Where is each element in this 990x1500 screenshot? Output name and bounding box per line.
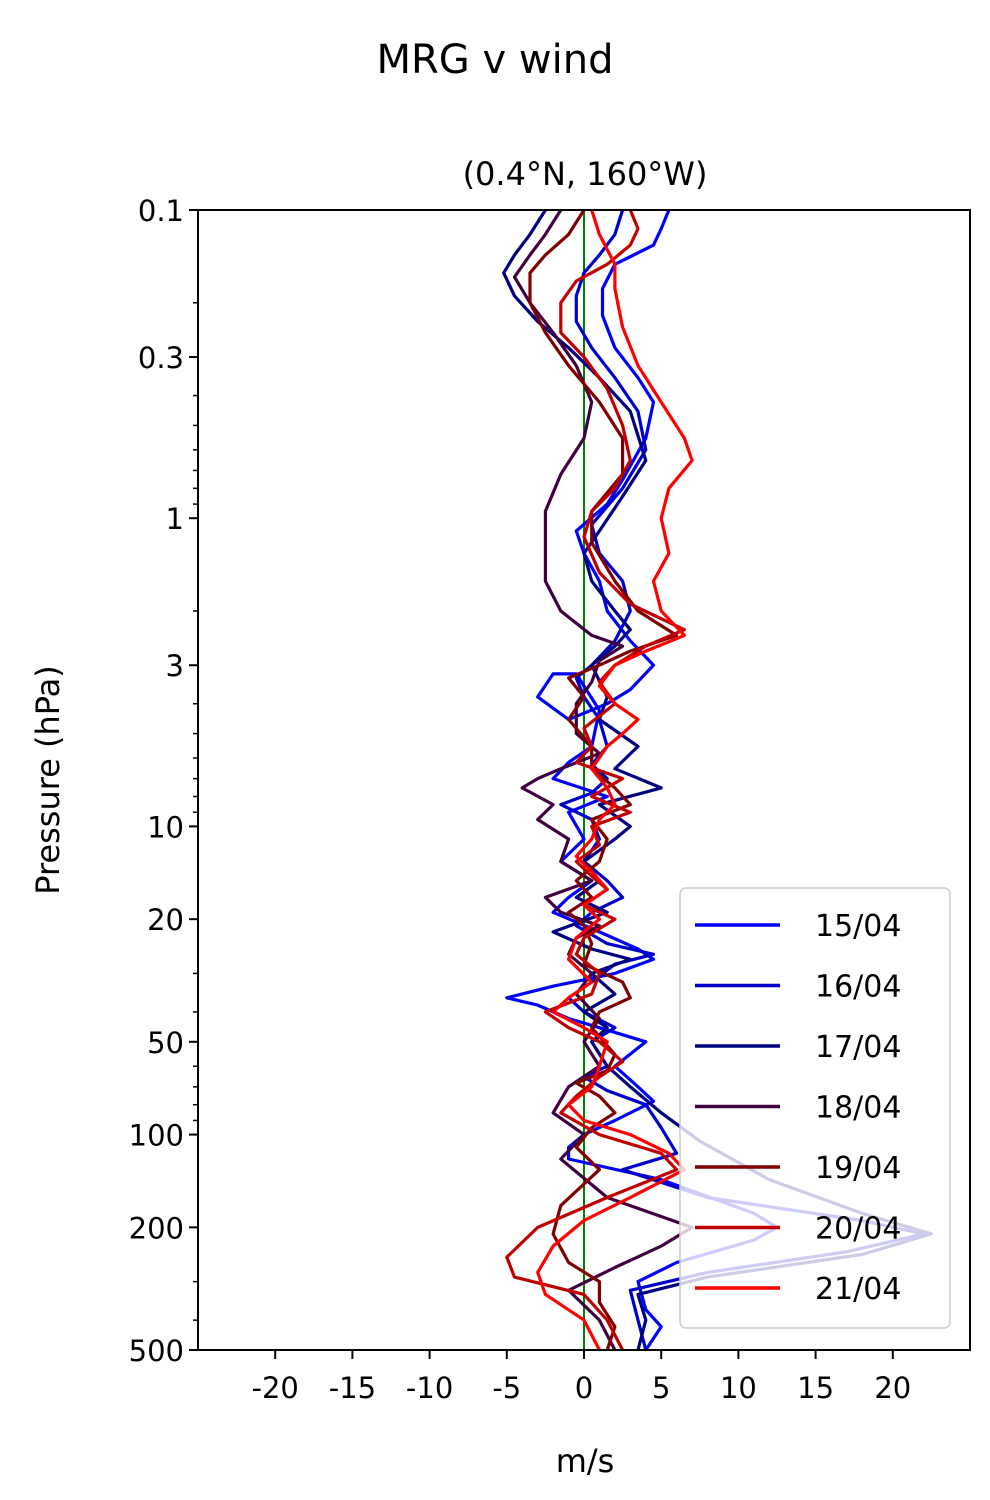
legend-label-5: 20/04: [815, 1212, 901, 1247]
y-tick-label: 3: [166, 649, 184, 683]
y-tick-label: 0.3: [138, 341, 184, 375]
legend-label-0: 15/04: [815, 909, 901, 944]
x-tick-label: -10: [406, 1371, 453, 1405]
series-layer: [502, 210, 933, 1350]
y-tick-label: 0.1: [138, 194, 184, 228]
x-axis-label: m/s: [556, 1442, 615, 1480]
chart-title: (0.4°N, 160°W): [463, 155, 708, 193]
legend-label-2: 17/04: [815, 1030, 901, 1065]
legend: 15/04 16/04 17/04 18/04 19/04 20/04 21/04: [679, 887, 951, 1329]
x-tick-label: -5: [492, 1371, 521, 1405]
y-tick-label: 500: [129, 1334, 184, 1368]
series-line-4: [528, 210, 679, 1350]
series-line-5: [505, 210, 686, 1350]
x-tick-label: 0: [575, 1371, 593, 1405]
legend-label-1: 16/04: [815, 970, 901, 1005]
suptitle: MRG v wind: [377, 37, 614, 83]
y-tick-label: 200: [129, 1211, 184, 1245]
x-tick-label: 10: [720, 1371, 757, 1405]
legend-label-6: 21/04: [815, 1272, 901, 1307]
legend-label-4: 19/04: [815, 1151, 901, 1186]
y-tick-label: 10: [147, 810, 184, 844]
series-line-6: [536, 210, 694, 1350]
x-tick-label: -15: [329, 1371, 376, 1405]
y-axis-label: Pressure (hPa): [29, 665, 67, 895]
legend-frame: [679, 887, 951, 1329]
x-tick-label: 15: [797, 1371, 834, 1405]
y-tick-label: 100: [129, 1119, 184, 1153]
x-tick-label: 20: [874, 1371, 911, 1405]
y-ticks: 0.1 0.3 1 3 10 20 50 100 200 500: [129, 194, 198, 1368]
y-tick-label: 20: [147, 903, 184, 937]
x-ticks: -20 -15 -10 -5 0 5 10 15 20: [252, 1350, 911, 1405]
x-tick-label: -20: [252, 1371, 299, 1405]
y-tick-label: 1: [166, 502, 184, 536]
legend-label-3: 18/04: [815, 1091, 901, 1126]
x-tick-label: 5: [652, 1371, 670, 1405]
series-line-3: [512, 210, 694, 1350]
y-tick-label: 50: [147, 1026, 184, 1060]
series-line-0: [505, 210, 779, 1350]
